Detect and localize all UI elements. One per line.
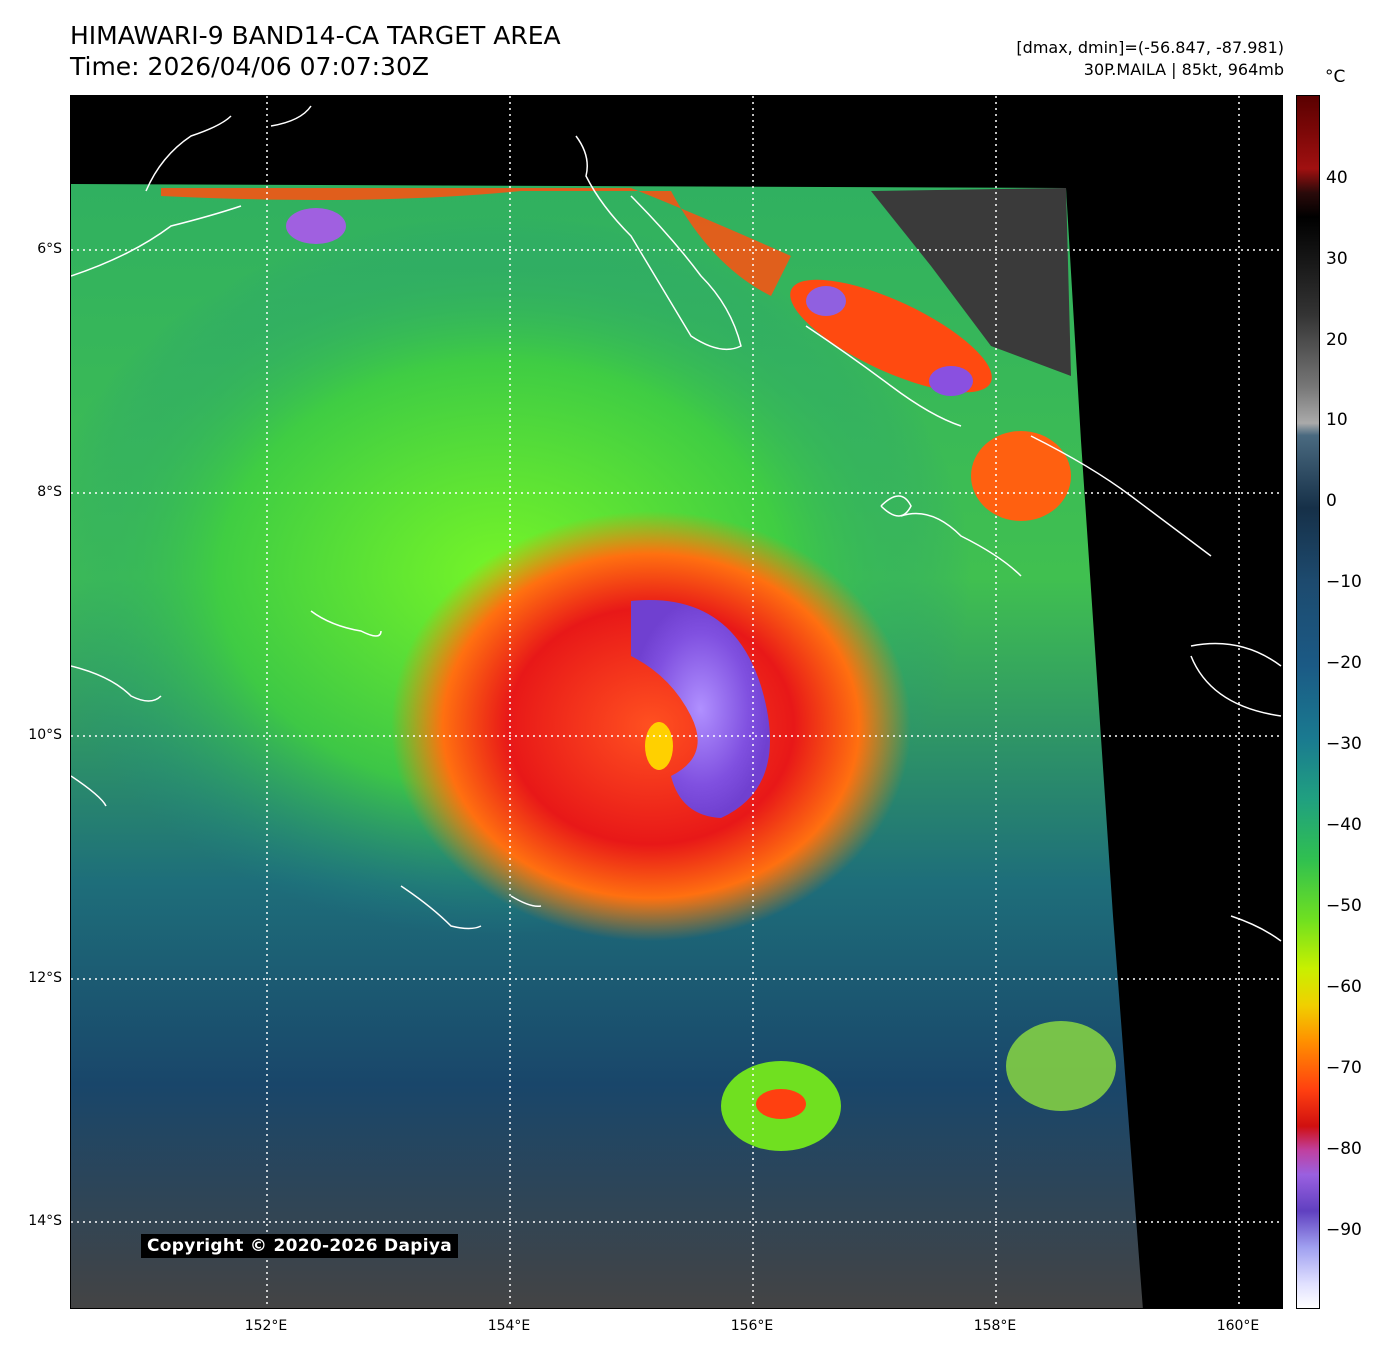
colorbar-tick: −50 xyxy=(1326,896,1362,916)
clear-area-ne xyxy=(871,188,1071,376)
colorbar-tick: 20 xyxy=(1326,330,1348,350)
colorbar-tick: −40 xyxy=(1326,815,1362,835)
lon-label-154e: 154°E xyxy=(487,1318,531,1334)
graticule xyxy=(71,96,1282,1308)
colorbar-tick: 10 xyxy=(1326,410,1348,430)
lat-label-14s: 14°S xyxy=(28,1213,62,1229)
south-cell-core xyxy=(756,1089,806,1119)
map-title: HIMAWARI-9 BAND14-CA TARGET AREA Time: 2… xyxy=(70,20,561,82)
colorbar-tick: 40 xyxy=(1326,168,1348,188)
copyright-label: Copyright © 2020-2026 Dapiya xyxy=(141,1234,458,1258)
lat-label-12s: 12°S xyxy=(28,970,62,986)
dmax-dmin-readout: [dmax, dmin]=(-56.847, -87.981) xyxy=(1016,38,1284,57)
colorbar-tick: −80 xyxy=(1326,1139,1362,1159)
storm-info: [dmax, dmin]=(-56.847, -87.981) 30P.MAIL… xyxy=(1016,37,1284,81)
cyclone-eye xyxy=(645,722,673,770)
north-cell xyxy=(286,208,346,244)
ne-cell-1 xyxy=(806,286,846,316)
lat-label-8s: 8°S xyxy=(37,484,62,500)
coastlines xyxy=(71,105,1282,942)
east-convection xyxy=(971,431,1071,521)
lon-label-152e: 152°E xyxy=(244,1318,288,1334)
se-cell xyxy=(1006,1021,1116,1111)
colorbar-tick: 0 xyxy=(1326,491,1337,511)
cyclone-eyewall xyxy=(391,511,911,941)
storm-name-intensity: 30P.MAILA | 85kt, 964mb xyxy=(1083,60,1284,79)
colorbar-tick: −30 xyxy=(1326,734,1362,754)
title-line-1: HIMAWARI-9 BAND14-CA TARGET AREA xyxy=(70,21,561,50)
colorbar-tick: −10 xyxy=(1326,572,1362,592)
lat-label-6s: 6°S xyxy=(37,241,62,257)
ne-cell-2 xyxy=(929,366,973,396)
colorbar-tick: 30 xyxy=(1326,249,1348,269)
satellite-map: Copyright © 2020-2026 Dapiya xyxy=(70,95,1283,1309)
lon-label-160e: 160°E xyxy=(1216,1318,1260,1334)
colorbar-tick: −70 xyxy=(1326,1058,1362,1078)
lon-label-156e: 156°E xyxy=(730,1318,774,1334)
colorbar-tick: −90 xyxy=(1326,1220,1362,1240)
colorbar-tick: −20 xyxy=(1326,653,1362,673)
title-line-2: Time: 2026/04/06 07:07:30Z xyxy=(70,52,429,81)
colorbar-unit: °C xyxy=(1325,67,1346,87)
satellite-imagery xyxy=(71,96,1282,1308)
lon-label-158e: 158°E xyxy=(973,1318,1017,1334)
colorbar-tick: −60 xyxy=(1326,977,1362,997)
temperature-colorbar xyxy=(1296,95,1320,1309)
cyclone-core xyxy=(631,600,770,818)
lat-label-10s: 10°S xyxy=(28,727,62,743)
